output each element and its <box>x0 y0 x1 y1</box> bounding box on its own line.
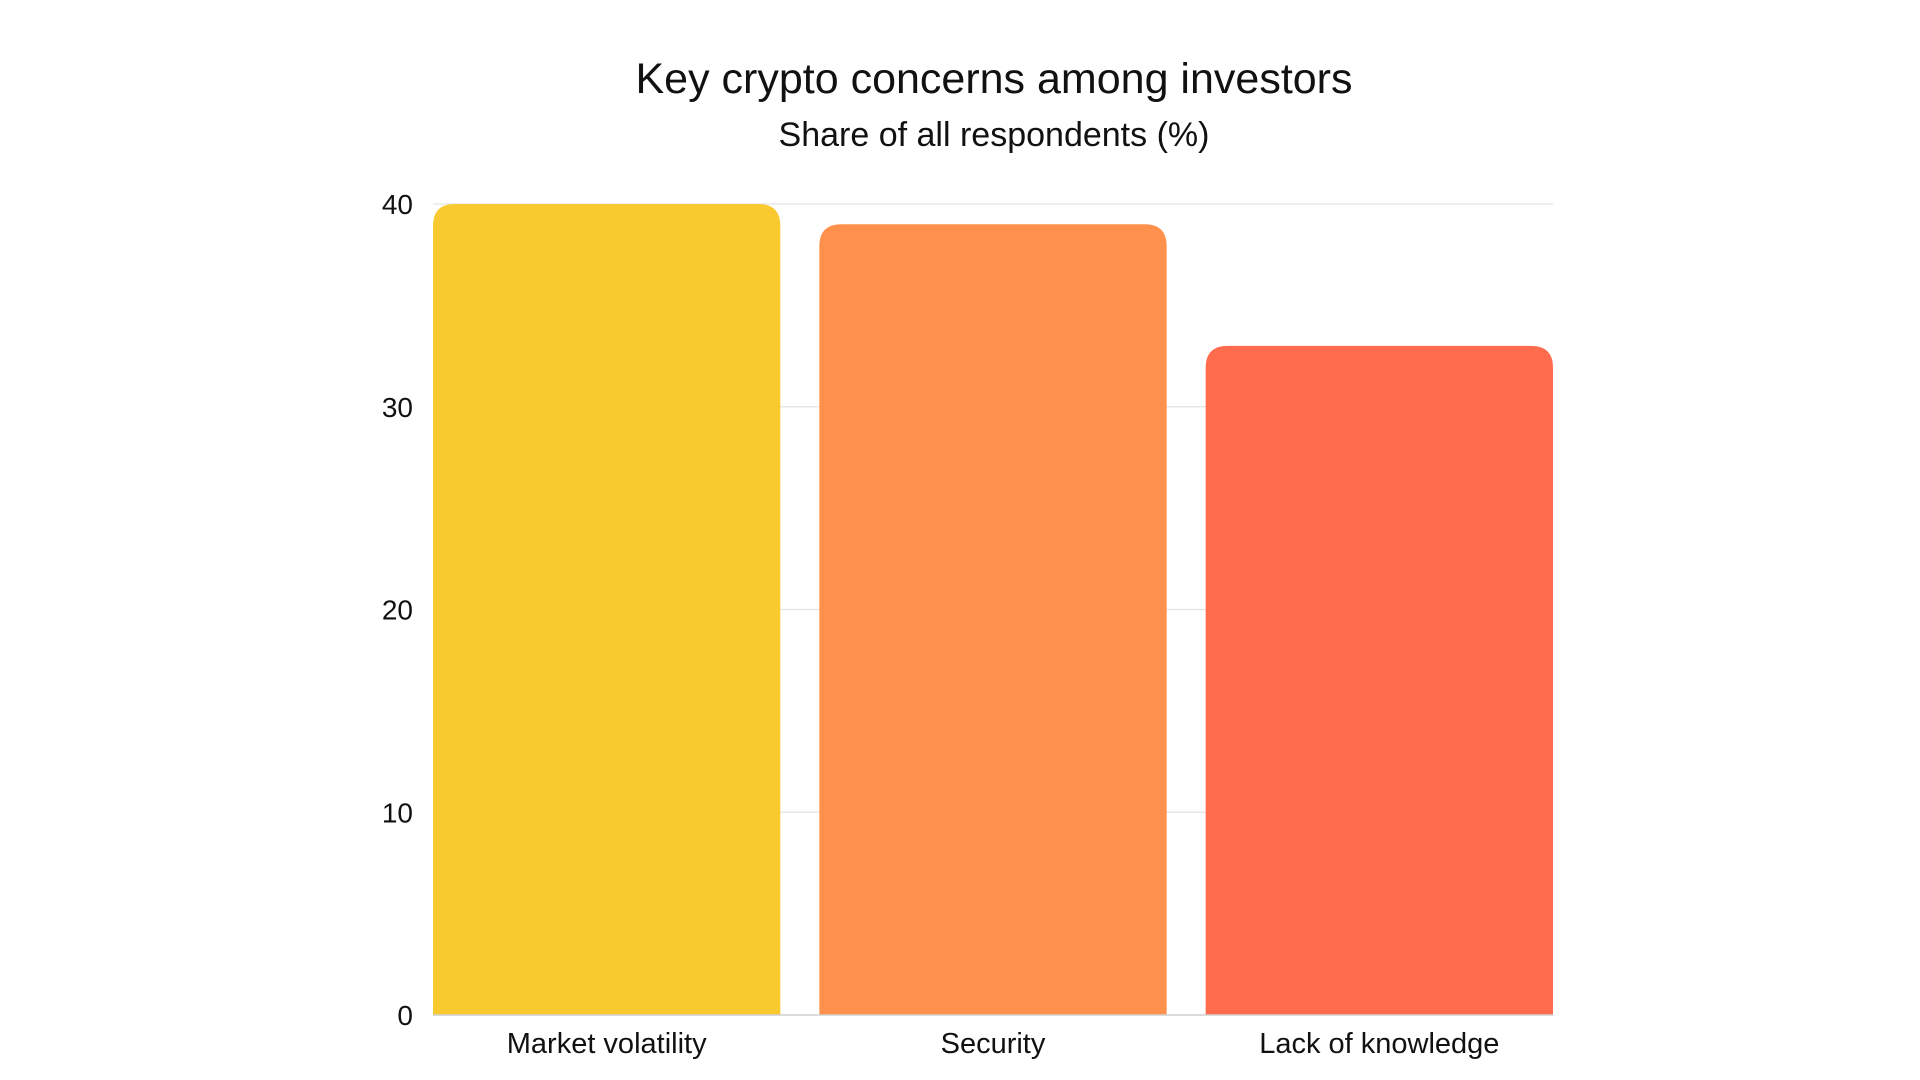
bar-security <box>819 224 1167 1015</box>
y-tick-label: 30 <box>382 392 413 423</box>
x-axis: Market volatility Security Lack of knowled… <box>433 1014 1553 1060</box>
x-category-label: Security <box>941 1028 1046 1060</box>
chart-title: Key crypto concerns among investors <box>635 55 1353 103</box>
bar-market-volatility <box>433 204 781 1015</box>
y-tick-label: 0 <box>397 1000 413 1031</box>
y-tick-label: 10 <box>382 797 413 828</box>
bars <box>433 204 1553 1015</box>
x-category-label: Lack of knowledge <box>1259 1028 1499 1060</box>
bar-lack-of-knowledge <box>1205 345 1553 1015</box>
y-tick-label: 20 <box>382 595 413 626</box>
chart-subtitle: Share of all respondents (%) <box>778 116 1210 154</box>
y-tick-label: 40 <box>382 189 413 220</box>
x-category-label: Market volatility <box>507 1028 707 1060</box>
y-axis: 0 10 20 30 40 <box>382 189 413 1031</box>
